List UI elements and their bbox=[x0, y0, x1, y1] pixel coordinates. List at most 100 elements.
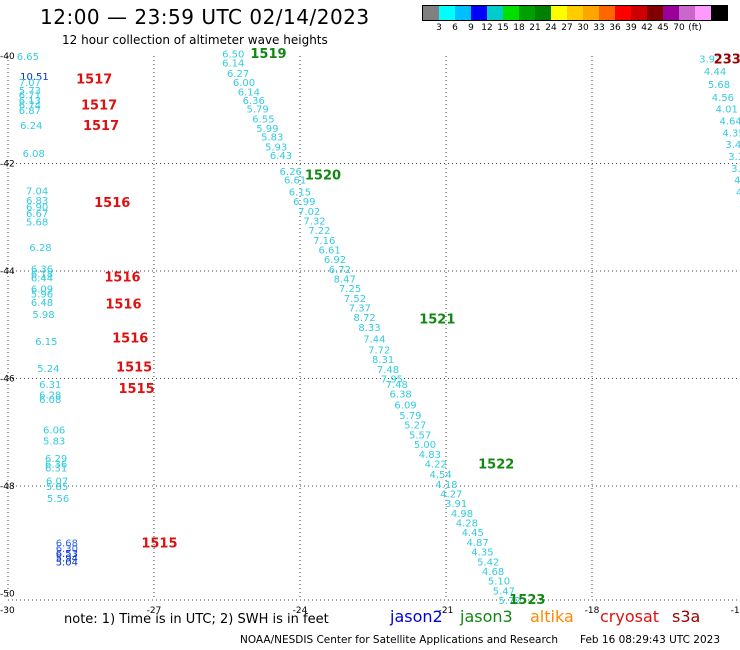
legend-swatches bbox=[422, 5, 728, 21]
legend-tick: 24 bbox=[545, 23, 557, 33]
corner-label: -30 bbox=[0, 606, 15, 616]
wave-height-value: 6.06 bbox=[43, 426, 65, 437]
y-tick-label: -40 bbox=[0, 52, 15, 62]
legend-swatch bbox=[423, 6, 439, 20]
x-tick-label: -21 bbox=[439, 606, 454, 616]
wave-height-value: 5.79 bbox=[246, 105, 268, 116]
x-tick-label: -24 bbox=[293, 606, 308, 616]
time-label: 2334 bbox=[714, 53, 740, 68]
wave-height-value: 3.47 bbox=[725, 140, 740, 151]
color-legend: 3 6 9 12 15 18 21 24 27 30 33 36 39 42 45 70 (ft) bbox=[422, 5, 728, 33]
wave-height-value: 4.64 bbox=[720, 117, 740, 128]
wave-height-value: 5.99 bbox=[256, 124, 278, 135]
wave-height-value: 7.44 bbox=[363, 335, 385, 346]
wave-height-value: 6.24 bbox=[20, 121, 42, 132]
legend-swatch bbox=[487, 6, 503, 20]
wave-height-value: 7.25 bbox=[339, 284, 361, 295]
legend-tick: 15 bbox=[497, 23, 509, 33]
wave-height-value: 7.04 bbox=[26, 186, 48, 197]
legend-tick: 36 bbox=[609, 23, 621, 33]
legend-tick: 27 bbox=[561, 23, 573, 33]
wave-height-value: 7.52 bbox=[344, 294, 366, 305]
legend-swatch bbox=[615, 6, 631, 20]
wave-height-value: 5.96 bbox=[31, 290, 53, 301]
wave-height-value: 6.36 bbox=[31, 264, 53, 275]
wave-height-value: 6.61 bbox=[284, 176, 306, 187]
x-tick-label: -15 bbox=[731, 606, 740, 616]
wave-height-value: 6.07 bbox=[46, 477, 68, 488]
wave-height-value: 8.72 bbox=[354, 313, 376, 324]
wave-height-value: 6.55 bbox=[252, 114, 274, 125]
wave-height-value: 5.98 bbox=[32, 310, 54, 321]
legend-tick: 18 bbox=[513, 23, 525, 33]
wave-height-value: 4.56 bbox=[712, 93, 734, 104]
altimeter-tracks: 6.65 10.517.075.736.716.136.746.87 6.24 6.0… bbox=[17, 49, 740, 607]
track-east-track: 3.974.44 5.68 4.564.014.644.353.473.393.84… bbox=[699, 55, 740, 211]
legend-swatch bbox=[471, 6, 487, 20]
wave-height-value: 5.47 bbox=[493, 586, 515, 597]
wave-height-value: 3.91 bbox=[445, 499, 467, 510]
wave-height-value: 6.92 bbox=[324, 255, 346, 266]
wave-height-value: 4.44 bbox=[704, 67, 726, 78]
y-tick-label: -46 bbox=[0, 375, 15, 385]
map-title: 12:00 — 23:59 UTC 02/14/2023 bbox=[40, 5, 370, 29]
wave-height-value: 6.50 bbox=[222, 49, 244, 60]
legend-swatch bbox=[663, 6, 679, 20]
wave-height-value: 6.15 bbox=[35, 337, 57, 348]
axis-labels: -27 -24 -21 -18 -15 -40 -42 -44 -46 -48 -50 -30 bbox=[0, 52, 740, 616]
wave-height-value: 7.16 bbox=[313, 236, 335, 247]
wave-height-value: 6.61 bbox=[318, 246, 340, 257]
time-label: 1520 bbox=[305, 168, 341, 183]
generated-date: Feb 16 08:29:43 UTC 2023 bbox=[580, 634, 720, 646]
wave-height-value: 8.31 bbox=[372, 355, 394, 366]
wave-height-value: 3.84 bbox=[731, 164, 740, 175]
wave-height-value: 6.28 bbox=[29, 243, 51, 254]
wave-height-value: 5.83 bbox=[43, 436, 65, 447]
legend-tick: 9 bbox=[468, 23, 474, 33]
legend-swatch bbox=[439, 6, 455, 20]
wave-height-value: 6.08 bbox=[23, 149, 45, 160]
legend-swatch bbox=[631, 6, 647, 20]
wave-height-value: 4.68 bbox=[482, 567, 504, 578]
wave-height-value: 7.48 bbox=[377, 365, 399, 376]
wave-height-value: 6.29 bbox=[45, 454, 67, 465]
satellite-name-jason2: jason2 bbox=[390, 607, 443, 626]
time-label: 1517 bbox=[83, 119, 119, 134]
wave-height-value: 4.97 bbox=[734, 176, 740, 187]
wave-height-value: 6.74 bbox=[19, 100, 41, 111]
wave-height-value: 5.42 bbox=[477, 557, 499, 568]
satellite-name-s3a: s3a bbox=[672, 607, 701, 626]
wave-height-value: 7.07 bbox=[19, 78, 41, 89]
wave-height-value: 5.56 bbox=[47, 494, 69, 505]
legend-tick: (ft) bbox=[688, 23, 702, 33]
footnote: note: 1) Time is in UTC; 2) SWH is in fe… bbox=[64, 612, 329, 627]
wave-height-value: 4.01 bbox=[716, 105, 738, 116]
wave-height-value: 6.71 bbox=[19, 91, 41, 102]
x-tick-label: -27 bbox=[147, 606, 162, 616]
wave-height-value: 6.72 bbox=[329, 265, 351, 276]
wave-height-value: 7.02 bbox=[298, 207, 320, 218]
legend-tick-labels: 3 6 9 12 15 18 21 24 27 30 33 36 39 42 45 70 (ft) bbox=[422, 21, 728, 33]
wave-height-value: 7.37 bbox=[349, 304, 371, 315]
wave-height-value: 6.99 bbox=[293, 197, 315, 208]
legend-swatch bbox=[551, 6, 567, 20]
wave-height-value: 6.68 bbox=[56, 538, 78, 549]
legend-tick: 3 bbox=[436, 23, 442, 33]
wave-height-value: 6.53 bbox=[56, 549, 78, 560]
wave-height-value: 6.14 bbox=[222, 58, 244, 69]
legend-tick: 39 bbox=[625, 23, 637, 33]
wave-height-value: 4.22 bbox=[425, 459, 447, 470]
wave-height-value: 6.18 bbox=[31, 270, 53, 281]
wave-height-value: 5.19 bbox=[739, 199, 740, 210]
wave-height-value: 3.39 bbox=[728, 152, 740, 163]
legend-tick: 21 bbox=[529, 23, 541, 33]
wave-height-value: 4.35 bbox=[722, 128, 740, 139]
legend-tick: 6 bbox=[452, 23, 458, 33]
y-tick-label: -50 bbox=[0, 590, 15, 600]
wave-height-value: 5.24 bbox=[37, 364, 59, 375]
wave-height-value: 10.51 bbox=[20, 72, 49, 83]
time-label: 1516 bbox=[104, 270, 140, 285]
legend-tick: 45 bbox=[657, 23, 669, 33]
legend-swatch bbox=[455, 6, 471, 20]
